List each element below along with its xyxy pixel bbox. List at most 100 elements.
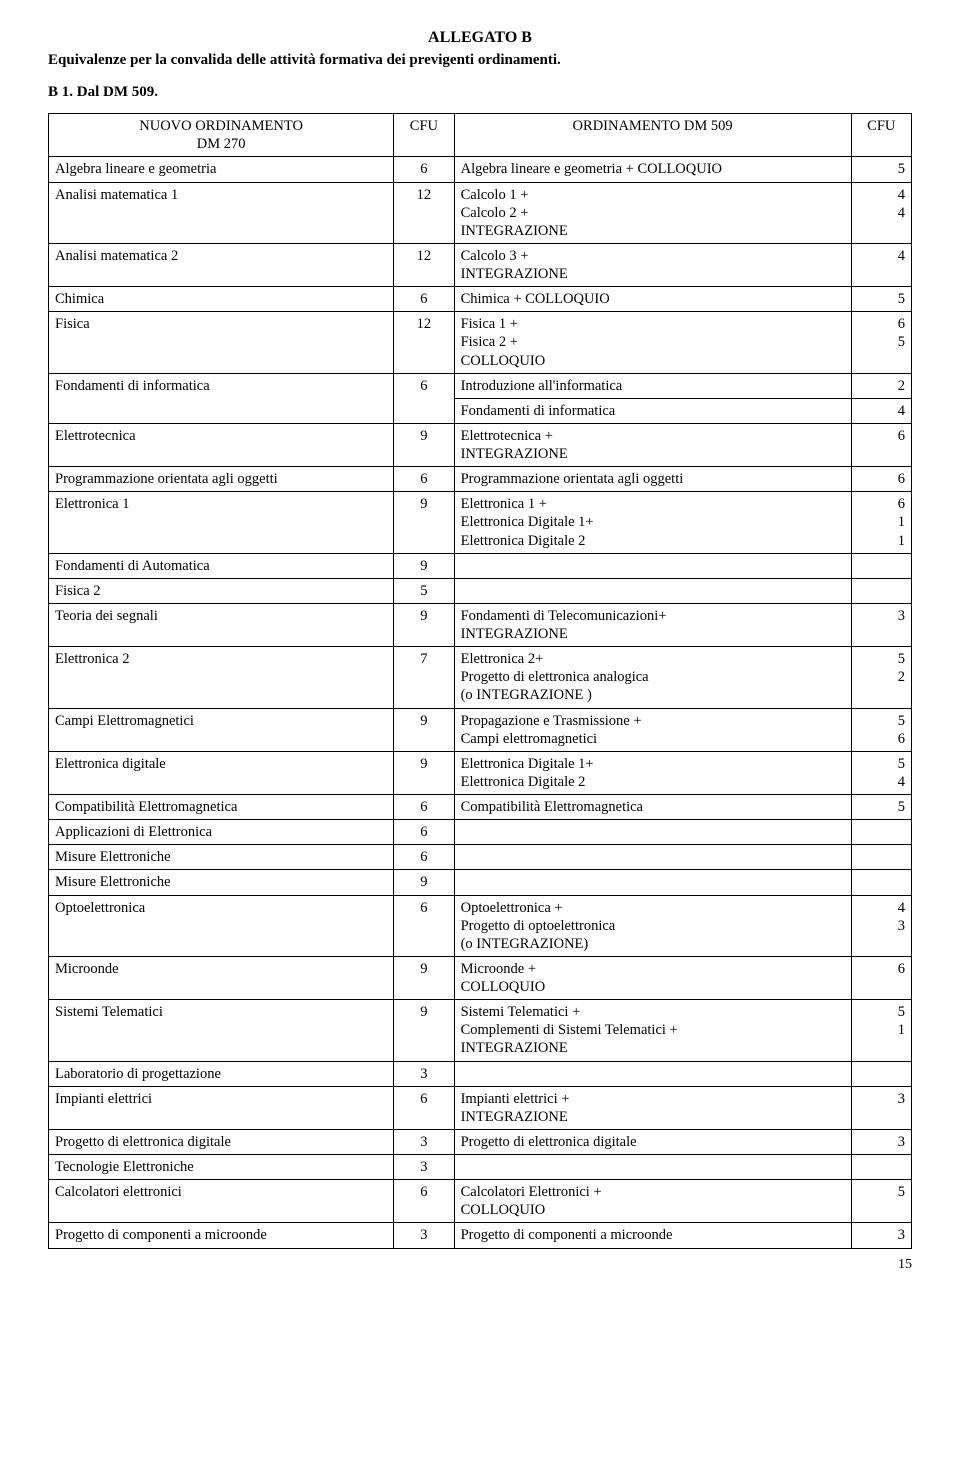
cell-cfu-509: 5 [851, 287, 911, 312]
table-row: Misure Elettroniche6 [49, 845, 912, 870]
cell-cfu-509: 6 [851, 956, 911, 999]
cell-course-509 [454, 870, 851, 895]
cell-cfu-509: 6 [851, 467, 911, 492]
cell-cfu-509: 5 6 [851, 708, 911, 751]
cell-cfu-270: 12 [394, 182, 454, 243]
cell-cfu-270: 9 [394, 492, 454, 553]
cell-course-270: Misure Elettroniche [49, 870, 394, 895]
table-row: Teoria dei segnali9Fondamenti di Telecom… [49, 603, 912, 646]
cell-course-509: Compatibilità Elettromagnetica [454, 795, 851, 820]
cell-course-270: Fondamenti di informatica [49, 373, 394, 423]
cell-course-270: Progetto di elettronica digitale [49, 1129, 394, 1154]
table-row: Tecnologie Elettroniche3 [49, 1155, 912, 1180]
cell-cfu-270: 3 [394, 1061, 454, 1086]
cell-course-270: Chimica [49, 287, 394, 312]
table-row: Fisica 25 [49, 578, 912, 603]
table-row: Optoelettronica6Optoelettronica + Proget… [49, 895, 912, 956]
cell-cfu-509: 3 [851, 1086, 911, 1129]
cell-course-509: Sistemi Telematici + Complementi di Sist… [454, 1000, 851, 1061]
table-row: Campi Elettromagnetici9Propagazione e Tr… [49, 708, 912, 751]
cell-cfu-270: 7 [394, 647, 454, 708]
cell-course-270: Compatibilità Elettromagnetica [49, 795, 394, 820]
cell-cfu-270: 9 [394, 603, 454, 646]
cell-cfu-509: 3 [851, 603, 911, 646]
table-row: Fondamenti di Automatica9 [49, 553, 912, 578]
cell-cfu-509: 5 1 [851, 1000, 911, 1061]
cell-cfu-270: 6 [394, 467, 454, 492]
cell-course-509 [454, 1155, 851, 1180]
table-row: Elettronica 19Elettronica 1 + Elettronic… [49, 492, 912, 553]
cell-cfu-509: 5 2 [851, 647, 911, 708]
cell-cfu-509 [851, 578, 911, 603]
cell-course-509: Progetto di componenti a microonde [454, 1223, 851, 1248]
cell-cfu-509: 4 4 [851, 182, 911, 243]
cell-course-270: Campi Elettromagnetici [49, 708, 394, 751]
cell-cfu-270: 6 [394, 287, 454, 312]
cell-course-509: Microonde + COLLOQUIO [454, 956, 851, 999]
cell-course-270: Sistemi Telematici [49, 1000, 394, 1061]
cell-course-509: Fondamenti di informatica [454, 398, 851, 423]
cell-course-270: Fondamenti di Automatica [49, 553, 394, 578]
table-row: Fondamenti di informatica6Introduzione a… [49, 373, 912, 398]
cell-course-270: Programmazione orientata agli oggetti [49, 467, 394, 492]
cell-course-509: Progetto di elettronica digitale [454, 1129, 851, 1154]
equivalence-table: NUOVO ORDINAMENTO DM 270 CFU ORDINAMENTO… [48, 113, 912, 1248]
cell-cfu-270: 9 [394, 751, 454, 794]
cell-course-270: Elettrotecnica [49, 423, 394, 466]
cell-cfu-270: 9 [394, 1000, 454, 1061]
cell-course-509: Algebra lineare e geometria + COLLOQUIO [454, 157, 851, 182]
cell-cfu-270: 6 [394, 795, 454, 820]
cell-cfu-270: 12 [394, 243, 454, 286]
cell-course-509: Calcolatori Elettronici + COLLOQUIO [454, 1180, 851, 1223]
cell-cfu-509: 6 1 1 [851, 492, 911, 553]
cell-course-270: Elettronica 1 [49, 492, 394, 553]
cell-course-270: Applicazioni di Elettronica [49, 820, 394, 845]
cell-course-509 [454, 845, 851, 870]
cell-cfu-270: 3 [394, 1129, 454, 1154]
cell-cfu-509: 4 3 [851, 895, 911, 956]
cell-cfu-270: 5 [394, 578, 454, 603]
cell-course-509 [454, 578, 851, 603]
cell-course-270: Impianti elettrici [49, 1086, 394, 1129]
cell-cfu-270: 6 [394, 845, 454, 870]
cell-cfu-509: 6 [851, 423, 911, 466]
table-row: Laboratorio di progettazione3 [49, 1061, 912, 1086]
cell-cfu-509: 3 [851, 1129, 911, 1154]
table-row: Microonde9Microonde + COLLOQUIO6 [49, 956, 912, 999]
cell-course-509 [454, 553, 851, 578]
cell-cfu-270: 6 [394, 820, 454, 845]
cell-course-509: Propagazione e Trasmissione + Campi elet… [454, 708, 851, 751]
section-heading: B 1. Dal DM 509. [48, 83, 912, 101]
cell-cfu-509: 5 [851, 157, 911, 182]
table-row: Progetto di elettronica digitale3Progett… [49, 1129, 912, 1154]
cell-course-509: Calcolo 3 + INTEGRAZIONE [454, 243, 851, 286]
cell-course-270: Analisi matematica 1 [49, 182, 394, 243]
table-row: Analisi matematica 212Calcolo 3 + INTEGR… [49, 243, 912, 286]
cell-cfu-509: 3 [851, 1223, 911, 1248]
cell-cfu-270: 6 [394, 157, 454, 182]
header-col4: CFU [851, 114, 911, 157]
cell-cfu-509: 4 [851, 243, 911, 286]
cell-course-270: Calcolatori elettronici [49, 1180, 394, 1223]
cell-cfu-270: 6 [394, 895, 454, 956]
table-row: Applicazioni di Elettronica6 [49, 820, 912, 845]
table-row: Progetto di componenti a microonde3Proge… [49, 1223, 912, 1248]
cell-course-509: Elettrotecnica + INTEGRAZIONE [454, 423, 851, 466]
table-row: Sistemi Telematici9Sistemi Telematici + … [49, 1000, 912, 1061]
table-row: Fisica12Fisica 1 + Fisica 2 + COLLOQUIO6… [49, 312, 912, 373]
cell-course-270: Elettronica digitale [49, 751, 394, 794]
cell-course-509: Fondamenti di Telecomunicazioni+ INTEGRA… [454, 603, 851, 646]
cell-cfu-509 [851, 1061, 911, 1086]
cell-course-270: Fisica [49, 312, 394, 373]
cell-cfu-509 [851, 820, 911, 845]
cell-course-270: Tecnologie Elettroniche [49, 1155, 394, 1180]
cell-course-509: Introduzione all'informatica [454, 373, 851, 398]
cell-cfu-270: 6 [394, 1180, 454, 1223]
table-row: Elettronica 27Elettronica 2+ Progetto di… [49, 647, 912, 708]
header-col2: CFU [394, 114, 454, 157]
cell-cfu-270: 6 [394, 1086, 454, 1129]
cell-course-509: Chimica + COLLOQUIO [454, 287, 851, 312]
cell-cfu-509: 4 [851, 398, 911, 423]
table-row: Misure Elettroniche9 [49, 870, 912, 895]
cell-cfu-509 [851, 845, 911, 870]
